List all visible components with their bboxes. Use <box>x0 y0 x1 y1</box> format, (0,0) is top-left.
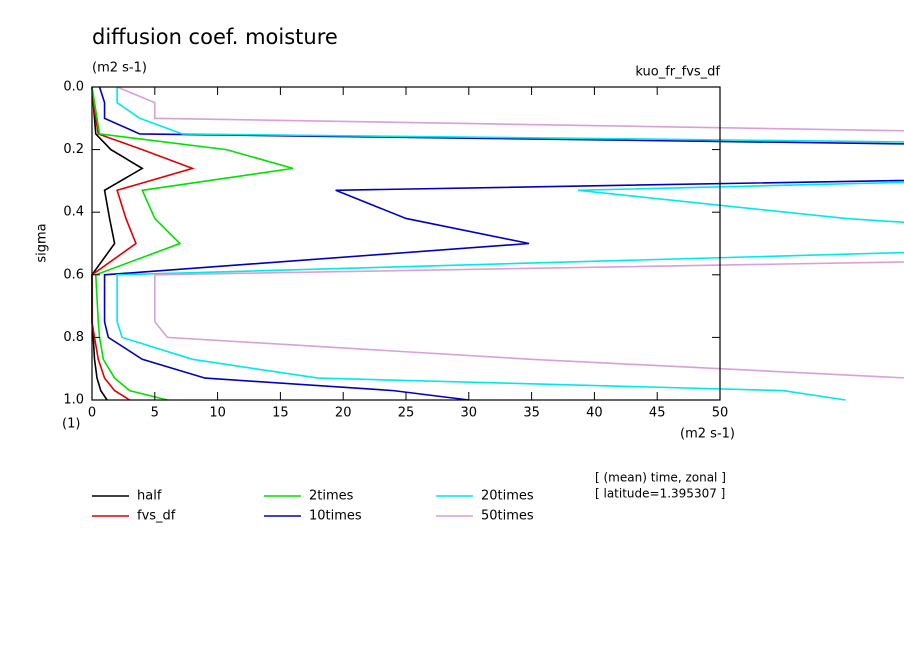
note: [ latitude=1.395307 ] <box>595 487 725 501</box>
legend-label: 2times <box>309 489 354 504</box>
x-tick-label: 20 <box>335 406 352 421</box>
y-tick-label: 0.2 <box>63 142 84 157</box>
series-line <box>91 86 294 401</box>
x-tick-label: 25 <box>398 406 415 421</box>
y-tick-label: 0.8 <box>63 330 84 345</box>
chart-title: diffusion coef. moisture <box>92 25 338 49</box>
x-tick-label: 5 <box>151 406 159 421</box>
x-unit: (m2 s-1) <box>680 427 735 442</box>
y-tick-label: 1.0 <box>63 393 84 408</box>
legend-label: fvs_df <box>137 509 176 524</box>
legend-label: 20times <box>481 489 534 504</box>
note: [ (mean) time, zonal ] <box>595 471 726 485</box>
x-tick-label: 40 <box>586 406 603 421</box>
y-tick-label: 0.6 <box>63 267 84 282</box>
legend-label: half <box>137 489 162 504</box>
series-line <box>91 86 196 401</box>
series-line <box>91 86 144 401</box>
x-tick-label: 35 <box>523 406 540 421</box>
legend-label: 50times <box>481 509 534 524</box>
y-unit: (1) <box>62 417 80 432</box>
y-tick-label: 0.4 <box>63 205 84 220</box>
y-tick-label: 0.0 <box>63 80 84 95</box>
series-line <box>98 86 904 401</box>
legend-label: 10times <box>309 509 362 524</box>
x-tick-label: 0 <box>88 406 96 421</box>
x-tick-label: 30 <box>461 406 478 421</box>
x-tick-label: 50 <box>712 406 729 421</box>
x-tick-label: 45 <box>649 406 666 421</box>
y-axis-label: sigma <box>35 223 50 262</box>
x-tick-label: 15 <box>272 406 289 421</box>
x-tick-label: 10 <box>209 406 226 421</box>
chart-subtitle: (m2 s-1) <box>92 61 147 76</box>
annotation: kuo_fr_fvs_df <box>635 65 720 80</box>
series-line <box>116 87 904 401</box>
